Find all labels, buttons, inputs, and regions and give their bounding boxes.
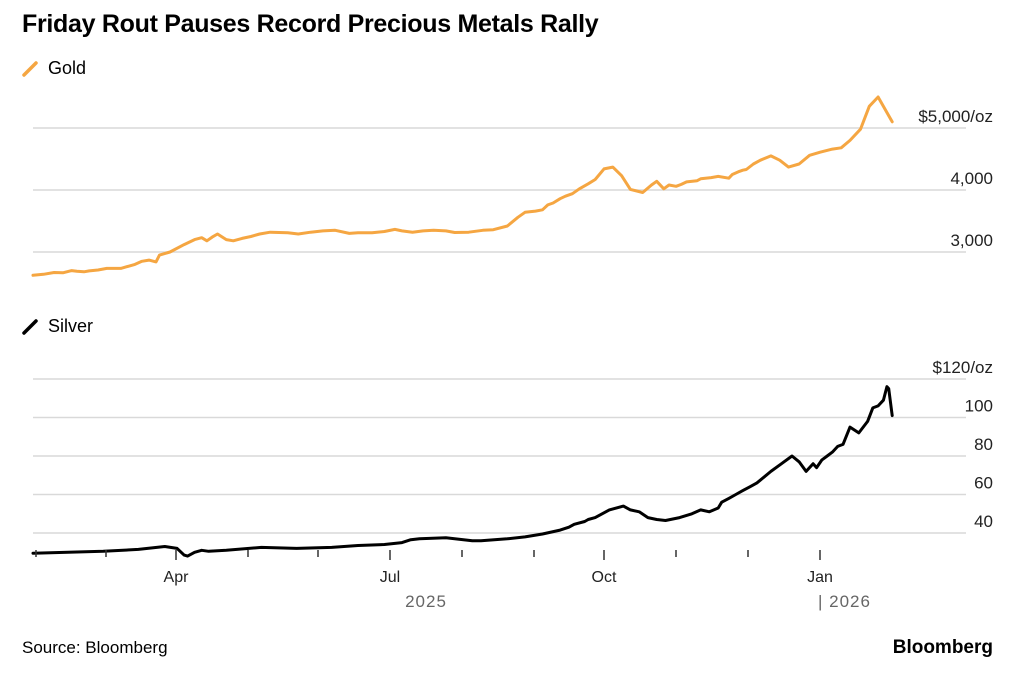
source-note: Source: Bloomberg xyxy=(22,638,168,657)
silver-series-line xyxy=(31,385,894,558)
legend-gold-label: Gold xyxy=(48,58,87,78)
legend-gold: Gold xyxy=(22,58,86,79)
silver-ytick-label: 80 xyxy=(974,435,993,454)
chart-title: Friday Rout Pauses Record Precious Metal… xyxy=(22,10,599,38)
gold-ytick-label: $5,000/oz xyxy=(918,107,993,126)
bloomberg-logo: Bloomberg xyxy=(892,637,993,658)
x-tick-label: Apr xyxy=(164,569,190,586)
silver-legend-swatch xyxy=(22,318,38,335)
legend-silver: Silver xyxy=(22,316,93,337)
silver-ytick-label: 40 xyxy=(974,512,993,531)
silver-ytick-label: 100 xyxy=(965,397,993,416)
year-label-2026: | 2026 xyxy=(818,592,871,611)
x-tick-label: Jan xyxy=(807,569,833,586)
silver-ytick-label: $120/oz xyxy=(933,358,994,377)
silver-ytick-label: 60 xyxy=(974,474,993,493)
x-tick-label: Jul xyxy=(380,569,400,586)
year-label-2025: 2025 xyxy=(405,592,447,611)
gold-ytick-label: 3,000 xyxy=(950,231,993,250)
gold-ytick-label: 4,000 xyxy=(950,169,993,188)
gold-legend-swatch xyxy=(22,60,38,77)
legend-silver-label: Silver xyxy=(48,316,94,336)
x-tick-label: Oct xyxy=(592,569,617,586)
gold-series-line xyxy=(31,95,894,277)
